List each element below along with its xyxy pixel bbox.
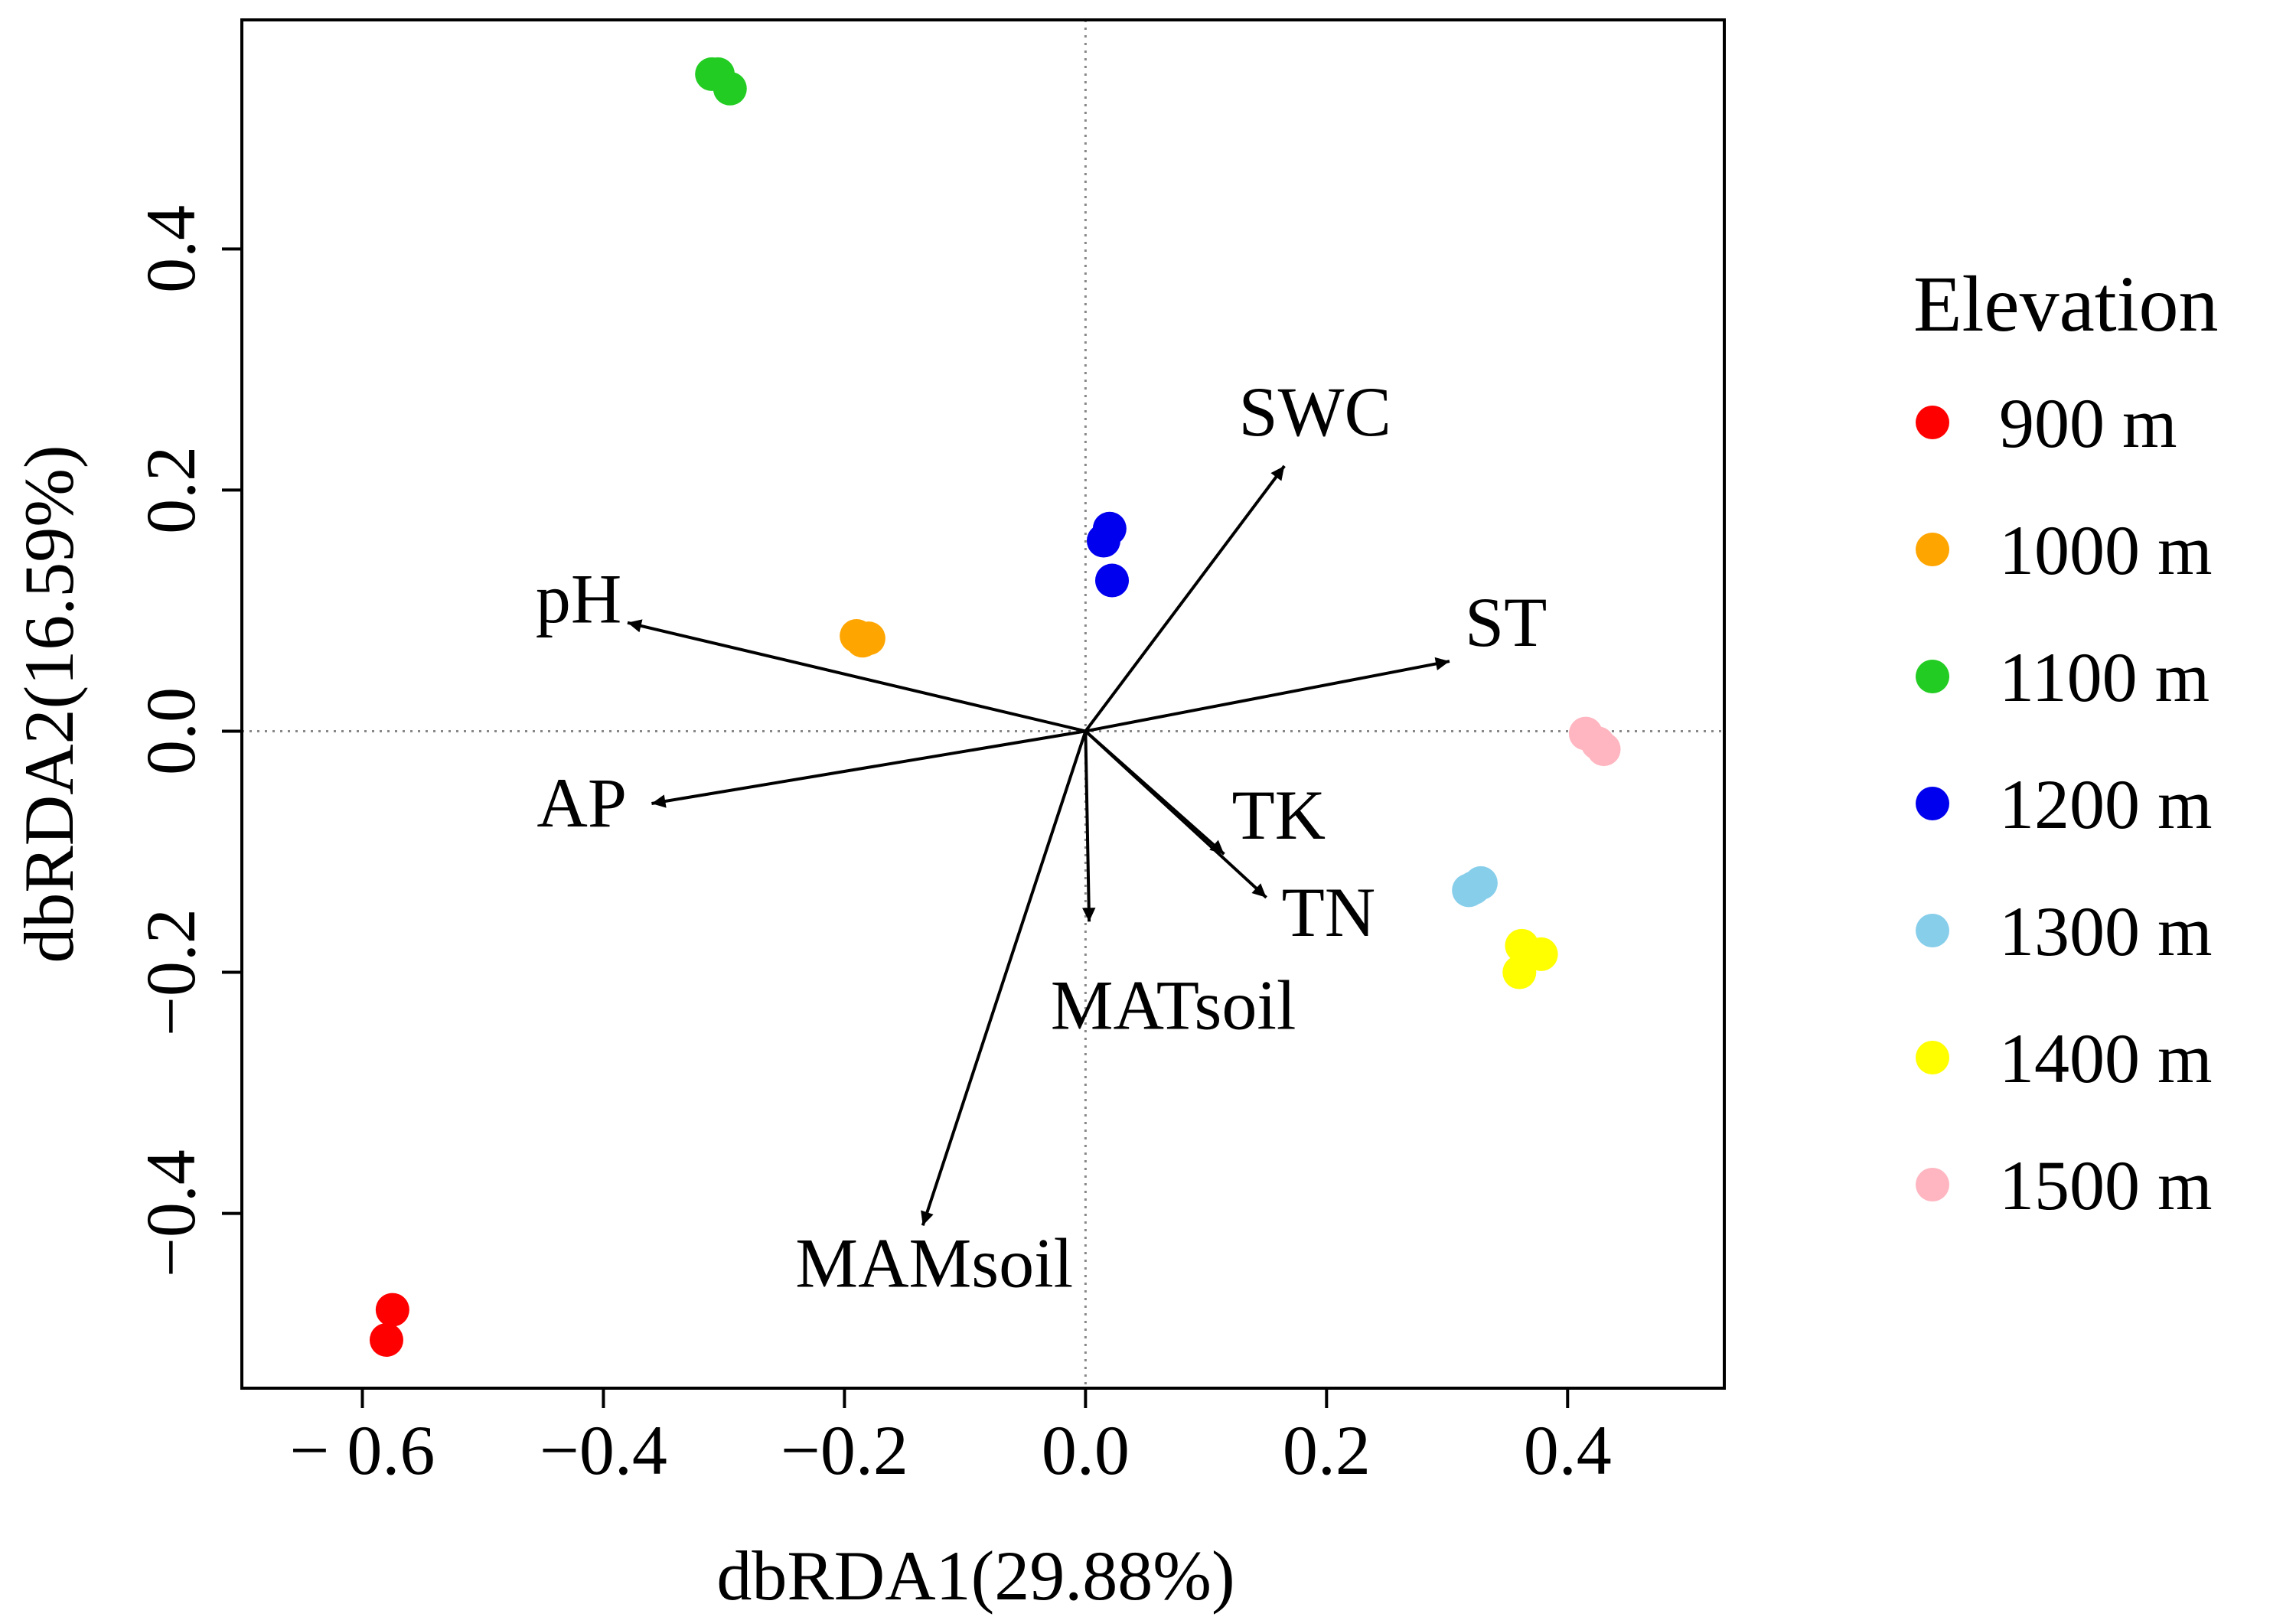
point-1300m: [1456, 871, 1491, 905]
y-tick-label: 0.0: [132, 687, 210, 775]
x-axis: − 0.6 −0.4 −0.2 0.0 0.2 0.4: [290, 1388, 1612, 1489]
x-axis-title: dbRDA1(29.88%): [716, 1537, 1234, 1615]
legend-marker-900m: [1916, 406, 1949, 439]
point-1100m: [713, 71, 747, 106]
vector-label-mamsoil: MAMsoil: [795, 1224, 1073, 1302]
vector-st: [1084, 660, 1450, 733]
vector-label-ap: AP: [536, 764, 627, 842]
legend-label-1300m: 1300 m: [1999, 892, 2213, 970]
vector-label-st: ST: [1465, 583, 1547, 661]
y-axis: −0.4 −0.2 0.0 0.2 0.4: [132, 205, 242, 1277]
reference-lines: [242, 20, 1724, 1388]
legend-title: Elevation: [1913, 260, 2219, 348]
point-1400m: [1502, 955, 1537, 989]
vector-label-ph: pH: [536, 560, 621, 638]
y-axis-title: dbRDA2(16.59%): [10, 445, 88, 963]
vector-label-matsoil: MATsoil: [1051, 966, 1296, 1044]
x-tick-label: − 0.6: [290, 1411, 435, 1489]
legend-marker-1000m: [1916, 533, 1949, 566]
vector-ap-arrowhead: [651, 794, 667, 808]
legend-marker-1500m: [1916, 1168, 1949, 1201]
vector-swc-arrowhead: [1270, 465, 1285, 481]
legend-marker-1400m: [1916, 1041, 1949, 1074]
vector-st-arrowhead: [1434, 657, 1450, 671]
legend: Elevation 900 m 1000 m 1100 m 1200 m 1300 m 1…: [1913, 260, 2219, 1224]
x-tick-label: −0.4: [540, 1411, 667, 1489]
vector-tn: [1084, 729, 1267, 899]
legend-label-900m: 900 m: [1999, 384, 2177, 462]
vector-ph-arrowhead: [627, 619, 643, 633]
environment-vectors: SWC pH ST AP TK TN MATsoil MAMsoil: [536, 373, 1547, 1302]
x-tick-label: −0.2: [781, 1411, 908, 1489]
legend-label-1500m: 1500 m: [1999, 1146, 2213, 1224]
y-tick-label: −0.4: [132, 1149, 210, 1277]
vector-label-tn: TN: [1282, 873, 1376, 951]
vector-label-tk: TK: [1231, 776, 1326, 854]
legend-label-1000m: 1000 m: [1999, 511, 2213, 589]
y-tick-label: −0.2: [132, 908, 210, 1036]
vector-matsoil-arrowhead: [1082, 908, 1096, 922]
legend-label-1400m: 1400 m: [1999, 1019, 2213, 1097]
point-900m: [369, 1322, 403, 1357]
point-1000m: [846, 624, 880, 658]
vector-ap: [651, 729, 1086, 805]
vector-matsoil: [1084, 731, 1091, 922]
legend-marker-1300m: [1916, 914, 1949, 947]
point-1200m: [1095, 563, 1130, 598]
legend-marker-1100m: [1916, 660, 1949, 693]
point-1200m: [1086, 523, 1120, 558]
y-tick-label: 0.2: [132, 446, 210, 534]
point-900m: [375, 1293, 409, 1327]
vector-mamsoil-arrowhead: [921, 1210, 934, 1226]
x-tick-label: 0.2: [1283, 1411, 1371, 1489]
point-1500m: [1580, 726, 1615, 761]
y-tick-label: 0.4: [132, 205, 210, 293]
vector-swc: [1084, 465, 1286, 732]
vector-ph: [627, 621, 1086, 733]
vector-mamsoil: [921, 730, 1088, 1226]
plot-frame: [240, 18, 1726, 1390]
x-tick-label: 0.0: [1042, 1411, 1130, 1489]
sample-points: [369, 57, 1621, 1357]
legend-marker-1200m: [1916, 787, 1949, 820]
legend-label-1200m: 1200 m: [1999, 765, 2213, 843]
legend-label-1100m: 1100 m: [1999, 638, 2210, 716]
vector-label-swc: SWC: [1239, 373, 1391, 451]
x-tick-label: 0.4: [1524, 1411, 1612, 1489]
vector-tn-arrowhead: [1251, 883, 1267, 898]
